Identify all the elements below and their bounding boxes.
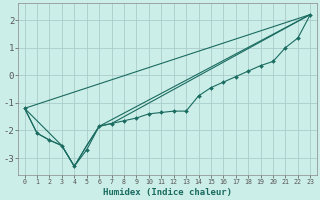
X-axis label: Humidex (Indice chaleur): Humidex (Indice chaleur)	[103, 188, 232, 197]
